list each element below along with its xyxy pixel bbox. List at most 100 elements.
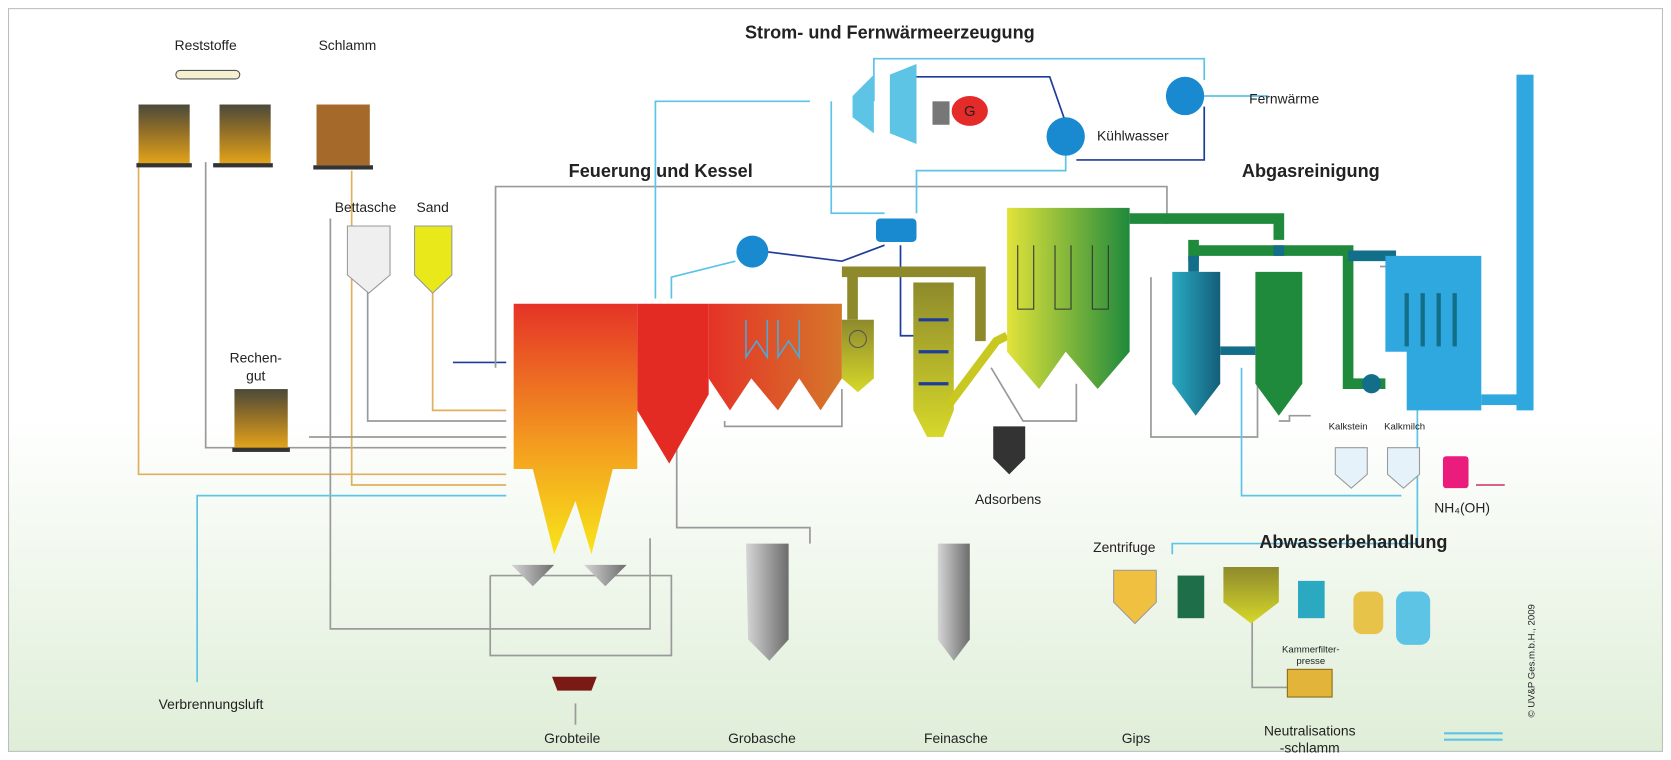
- coupling: [932, 101, 950, 125]
- steam-header: [875, 218, 917, 242]
- label: Sand: [416, 199, 448, 215]
- label: Rechen-: [230, 349, 282, 365]
- bin-base: [232, 447, 290, 452]
- turbine: [852, 74, 874, 134]
- tank: [1298, 580, 1325, 619]
- pipe: [723, 389, 843, 428]
- pipe: [366, 287, 507, 422]
- pipe: [1278, 414, 1311, 422]
- pipe: [1076, 106, 1206, 161]
- label: NH₄(OH): [1434, 500, 1490, 516]
- silo: [1334, 447, 1368, 489]
- pipe: [756, 244, 885, 263]
- label: Verbrennungsluft: [159, 696, 264, 712]
- filter: [1353, 591, 1384, 635]
- bin-base: [136, 163, 192, 168]
- bin: [316, 104, 370, 166]
- hopper: [511, 564, 555, 587]
- settler: [1223, 567, 1279, 624]
- silo: [937, 543, 970, 661]
- pipe: [830, 101, 885, 215]
- label: Grobasche: [728, 730, 796, 746]
- label: Kalkstein: [1329, 422, 1368, 433]
- section-title: Strom- und Fernwärmeerzeugung: [745, 22, 1035, 42]
- flue-duct: [841, 266, 986, 342]
- section-title: Abwasserbehandlung: [1259, 532, 1447, 552]
- label: Gips: [1122, 730, 1151, 746]
- bin: [219, 104, 271, 164]
- centrifuge: [1113, 569, 1157, 625]
- cooler: [1046, 117, 1085, 156]
- flue-gas: [993, 74, 1534, 489]
- silo: [745, 543, 789, 661]
- generator-label: G: [964, 104, 976, 120]
- label: Fernwärme: [1249, 90, 1319, 106]
- feed-bins: [136, 69, 453, 452]
- label: Bettasche: [335, 199, 397, 215]
- fan: [1361, 374, 1382, 394]
- bin: [234, 389, 288, 448]
- pipe: [670, 260, 736, 299]
- scr-reactor: [1385, 255, 1482, 411]
- catalyst: [1404, 293, 1457, 347]
- duct: [1220, 346, 1256, 355]
- pipe: [204, 162, 507, 449]
- filter: [1396, 591, 1431, 645]
- label: Reststoffe: [175, 37, 237, 53]
- tank: [1177, 575, 1205, 619]
- label: Kammerfilter-: [1282, 644, 1339, 655]
- pipe: [1251, 618, 1301, 689]
- boiler: [708, 303, 842, 411]
- filter-bags: [1017, 245, 1109, 310]
- pipe: [990, 367, 1078, 422]
- pipe: [915, 154, 1067, 214]
- silo: [1386, 447, 1421, 489]
- silo: [414, 225, 453, 294]
- coarse-container: [552, 676, 597, 691]
- turbine: [889, 64, 917, 144]
- pipe: [196, 494, 507, 683]
- bin-base: [213, 163, 273, 168]
- furnace-boiler: [513, 218, 1009, 555]
- generator: [951, 95, 988, 126]
- filter-press: [1286, 668, 1333, 698]
- copyright: © UV&P Ges.m.b.H., 2009: [1527, 604, 1538, 717]
- scrubber: [1172, 271, 1221, 416]
- label: Adsorbens: [975, 491, 1041, 507]
- steam-drum: [736, 235, 769, 268]
- label: Grobteile: [544, 730, 600, 746]
- label: Schlamm: [319, 37, 377, 53]
- label: Neutralisations: [1264, 722, 1356, 738]
- flue-duct: [945, 331, 1009, 408]
- label: Kühlwasser: [1097, 128, 1169, 144]
- stack: [1516, 74, 1534, 411]
- hopper: [583, 564, 627, 587]
- label: Kalkmilch: [1384, 422, 1425, 433]
- pipe: [431, 287, 507, 412]
- label: Zentrifuge: [1093, 539, 1156, 555]
- wastewater: [1113, 567, 1503, 741]
- label: -schlamm: [1280, 739, 1340, 755]
- residues: [511, 543, 970, 691]
- cyclone-swirl: [848, 329, 867, 349]
- silo: [346, 225, 391, 294]
- bin: [138, 104, 190, 164]
- scrubber: [1255, 271, 1303, 416]
- outflow: [1444, 732, 1503, 741]
- pipe: [675, 415, 811, 544]
- power: [852, 64, 1205, 156]
- economizer: [913, 282, 954, 438]
- label: presse: [1296, 656, 1325, 667]
- adsorbent-silo: [993, 426, 1026, 475]
- fabric-filter: [1007, 207, 1130, 390]
- heat-exchanger: [745, 319, 801, 360]
- conveyor: [175, 69, 241, 80]
- pipe: [895, 75, 1067, 123]
- furnace: [513, 303, 638, 555]
- pipe: [654, 100, 810, 299]
- ammonia-tank: [1442, 456, 1469, 489]
- economizer-tubes: [918, 318, 949, 386]
- label: gut: [246, 368, 265, 384]
- pipe: [137, 162, 507, 476]
